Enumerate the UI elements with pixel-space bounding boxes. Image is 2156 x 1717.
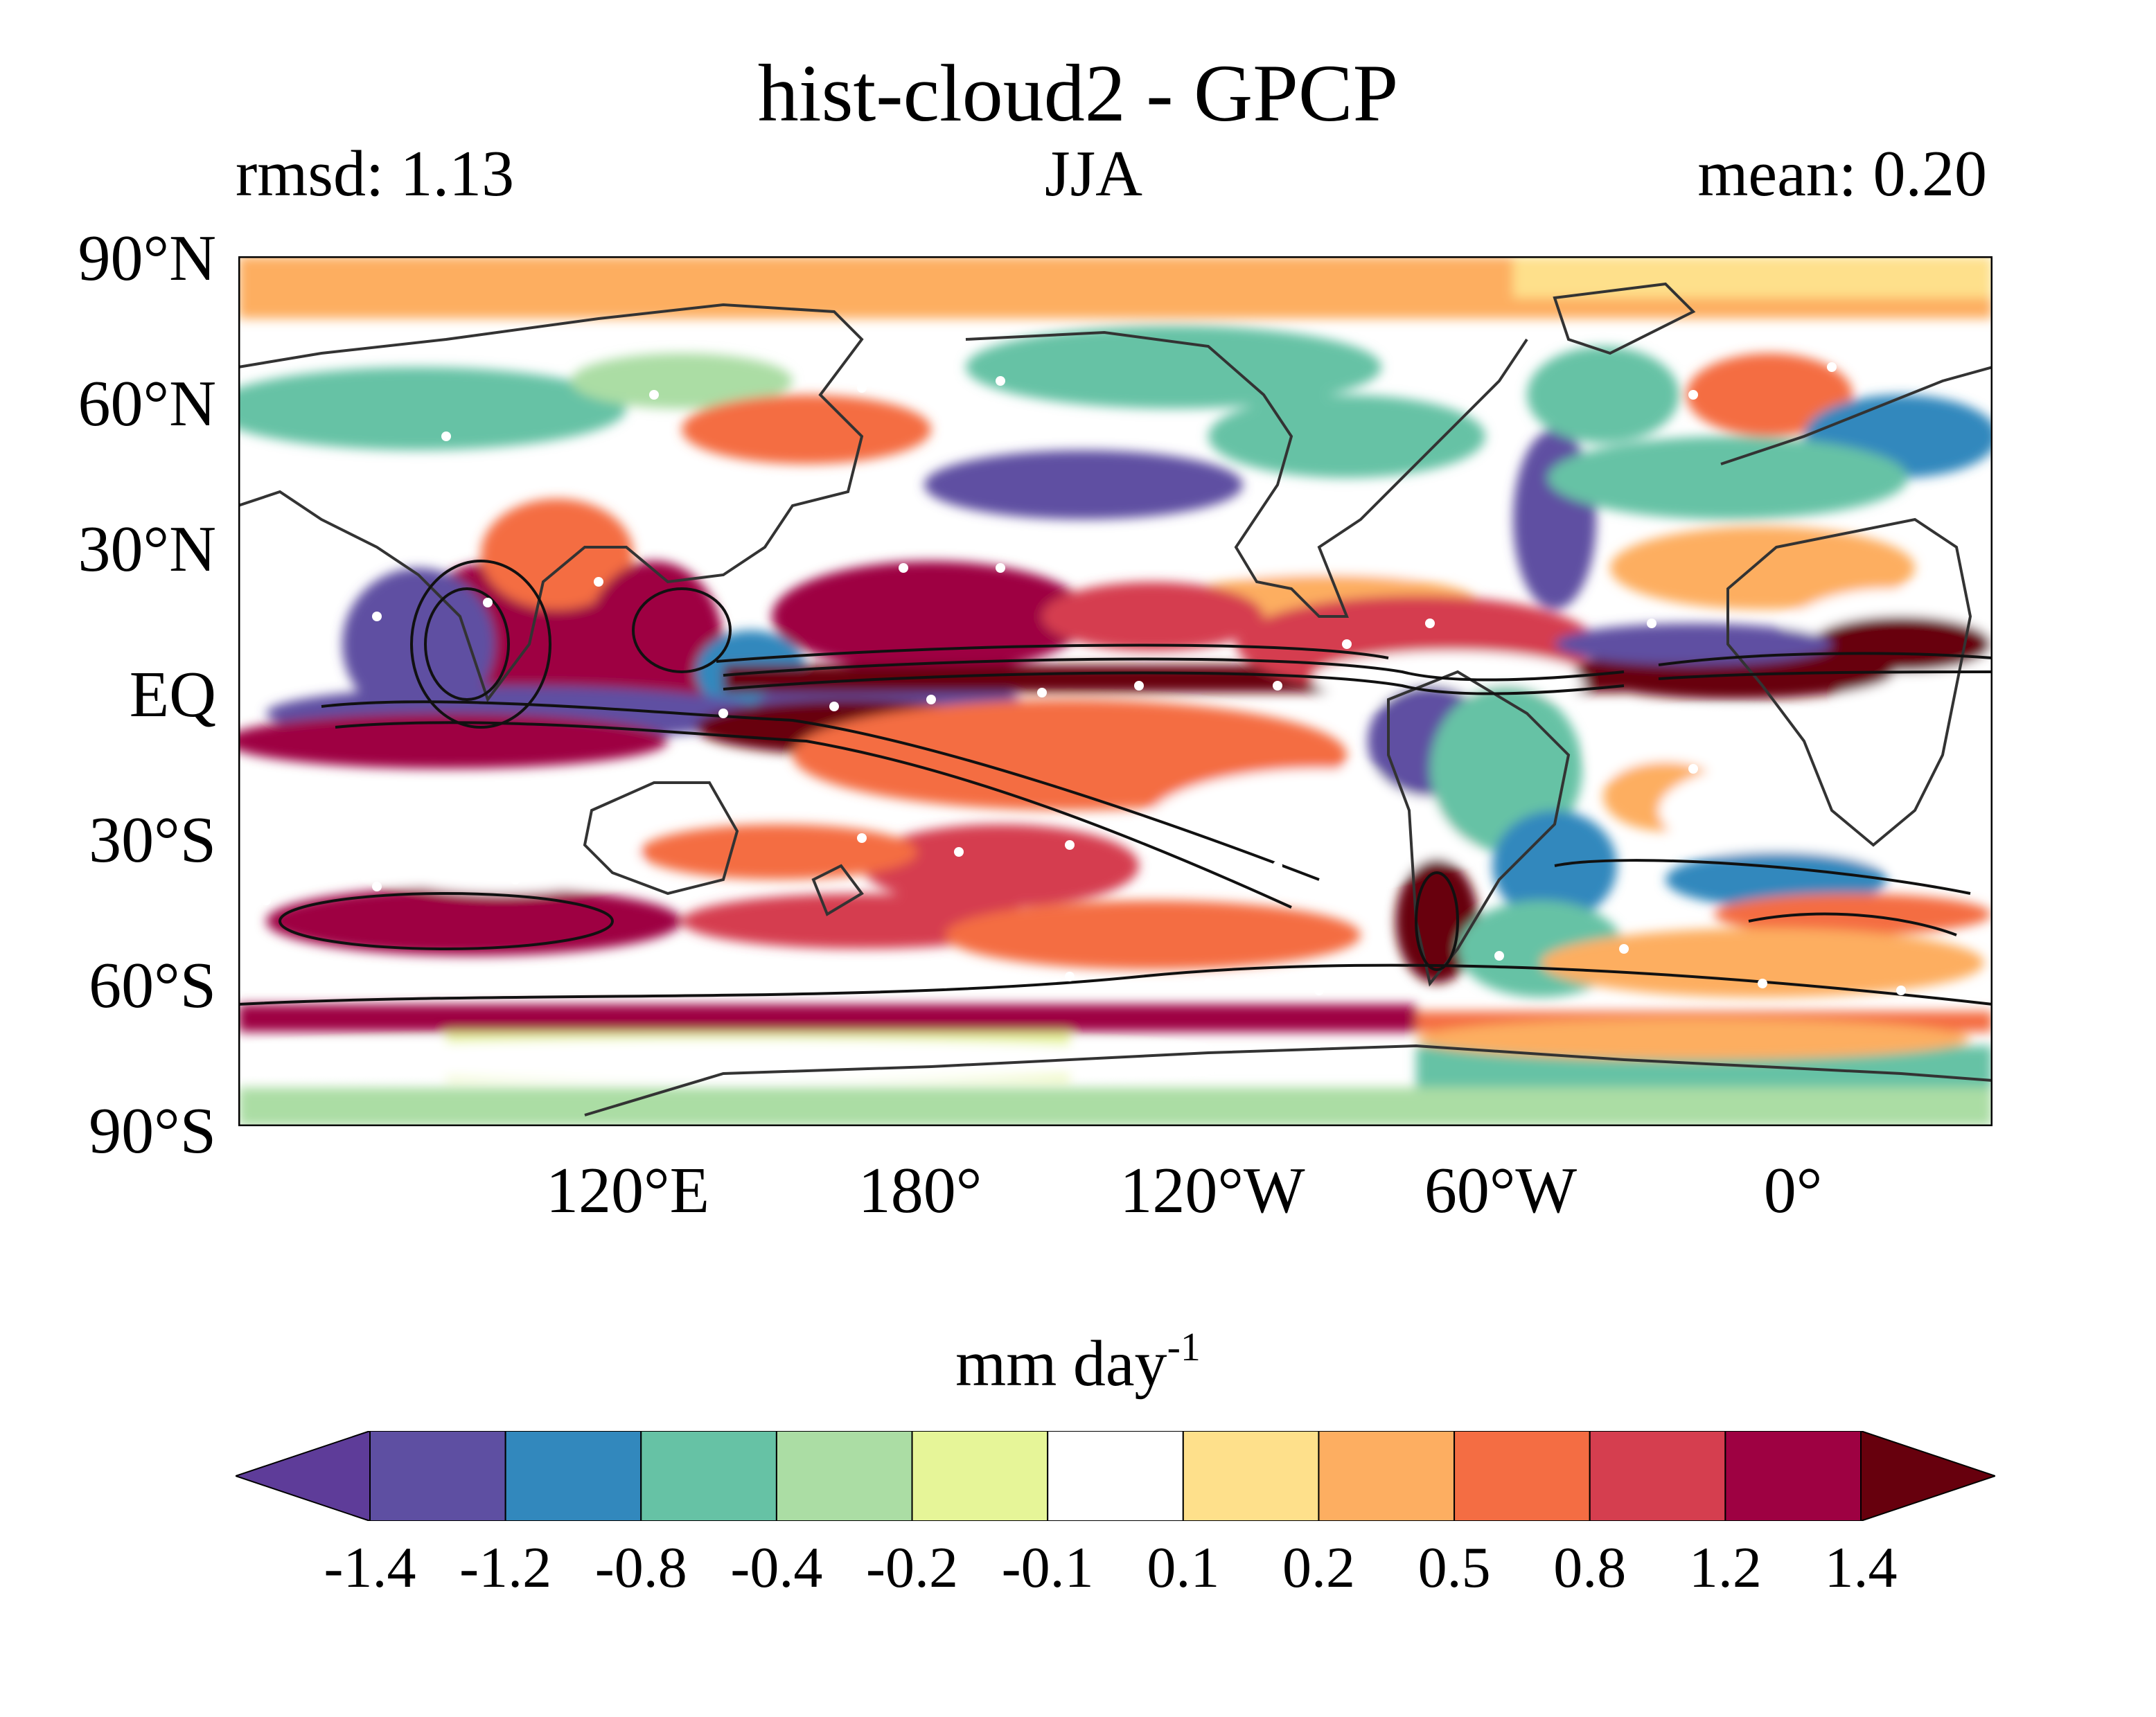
colorbar-segment — [1047, 1431, 1184, 1521]
y-tick-label: 30°S — [89, 804, 216, 876]
colorbar-tick-label: -1.2 — [459, 1536, 552, 1600]
colorbar-segment — [1589, 1431, 1726, 1521]
rmsd-label: rmsd: 1.13 — [236, 138, 515, 210]
colorbar-segment — [911, 1431, 1049, 1521]
significance-stipples — [261, 362, 1906, 995]
colorbar-tick-label: -0.8 — [594, 1536, 687, 1600]
y-tick-label: 30°N — [78, 513, 216, 585]
colorbar-tick-label: -0.2 — [866, 1536, 959, 1600]
colorbar-tick-label: 1.4 — [1824, 1536, 1898, 1600]
colorbar-segment — [775, 1431, 913, 1521]
y-tick-label: 90°N — [78, 222, 216, 294]
x-tick-label: 0° — [1763, 1155, 1823, 1227]
colorbar-segment — [504, 1431, 642, 1521]
colorbar-segment — [1724, 1431, 1862, 1521]
map-frame — [238, 256, 1992, 1126]
colorbar-segment — [369, 1431, 506, 1521]
x-tick-label: 60°W — [1424, 1155, 1578, 1227]
colorbar-segment — [1182, 1431, 1320, 1521]
colorbar-tick-label: 0.1 — [1147, 1536, 1220, 1600]
y-tick-label: 60°N — [78, 368, 216, 440]
x-tick-label: 120°W — [1120, 1155, 1305, 1227]
colorbar-tick-label: 0.8 — [1553, 1536, 1627, 1600]
colorbar-segment — [1453, 1431, 1591, 1521]
colorbar-tick-label: -1.4 — [324, 1536, 416, 1600]
mean-label: mean: 0.20 — [1697, 138, 1987, 210]
colorbar-segment — [1318, 1431, 1456, 1521]
colorbar-extend-low — [236, 1431, 371, 1521]
y-tick-label: 90°S — [89, 1095, 216, 1167]
x-tick-label: 120°E — [545, 1155, 710, 1227]
colorbar-units: mm day-1 — [955, 1324, 1201, 1400]
colorbar-tick-label: 0.2 — [1282, 1536, 1355, 1600]
colorbar — [236, 1431, 1995, 1521]
precip-difference-map — [238, 256, 1992, 1126]
x-tick-label: 180° — [858, 1155, 982, 1227]
y-tick-label: EQ — [129, 659, 216, 731]
colorbar-tick-label: 0.5 — [1417, 1536, 1491, 1600]
coastlines — [238, 282, 1992, 1117]
y-tick-label: 60°S — [89, 950, 216, 1022]
colorbar-tick-label: 1.2 — [1688, 1536, 1762, 1600]
map-title: hist-cloud2 - GPCP — [757, 48, 1399, 139]
colorbar-tick-label: -0.4 — [730, 1536, 823, 1600]
season-label: JJA — [1045, 138, 1143, 210]
colorbar-segment — [640, 1431, 777, 1521]
colorbar-extend-high — [1860, 1431, 1995, 1521]
climatology-contours — [238, 560, 1992, 1006]
colorbar-tick-label: -0.1 — [1001, 1536, 1094, 1600]
